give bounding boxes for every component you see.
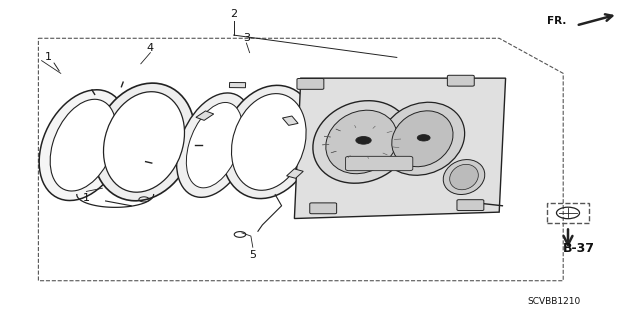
Ellipse shape: [39, 90, 127, 201]
Text: B-37: B-37: [563, 242, 595, 255]
Text: 3: 3: [243, 33, 250, 43]
Bar: [196, 111, 214, 120]
Ellipse shape: [380, 102, 465, 175]
FancyBboxPatch shape: [447, 75, 474, 86]
Ellipse shape: [392, 111, 453, 167]
FancyBboxPatch shape: [297, 78, 324, 89]
Text: 2: 2: [230, 9, 237, 19]
Text: 5: 5: [250, 250, 256, 260]
Text: FR.: FR.: [547, 16, 566, 26]
Ellipse shape: [186, 102, 243, 188]
Ellipse shape: [104, 92, 184, 192]
Ellipse shape: [444, 160, 484, 195]
Circle shape: [356, 137, 371, 144]
Ellipse shape: [177, 93, 252, 197]
FancyBboxPatch shape: [310, 203, 337, 214]
Ellipse shape: [450, 164, 478, 190]
Polygon shape: [294, 78, 506, 219]
Ellipse shape: [222, 85, 316, 198]
Ellipse shape: [326, 110, 397, 174]
Ellipse shape: [93, 83, 195, 201]
FancyBboxPatch shape: [346, 156, 413, 171]
Text: SCVBB1210: SCVBB1210: [527, 297, 580, 306]
Bar: [229, 83, 246, 88]
FancyBboxPatch shape: [457, 200, 484, 211]
Bar: [282, 116, 298, 125]
Ellipse shape: [232, 93, 306, 190]
Circle shape: [417, 135, 430, 141]
Ellipse shape: [313, 101, 410, 183]
Text: 4: 4: [147, 43, 154, 53]
Text: 1: 1: [45, 52, 51, 63]
Text: 1: 1: [83, 193, 90, 203]
Bar: [287, 169, 303, 178]
Ellipse shape: [50, 99, 116, 191]
